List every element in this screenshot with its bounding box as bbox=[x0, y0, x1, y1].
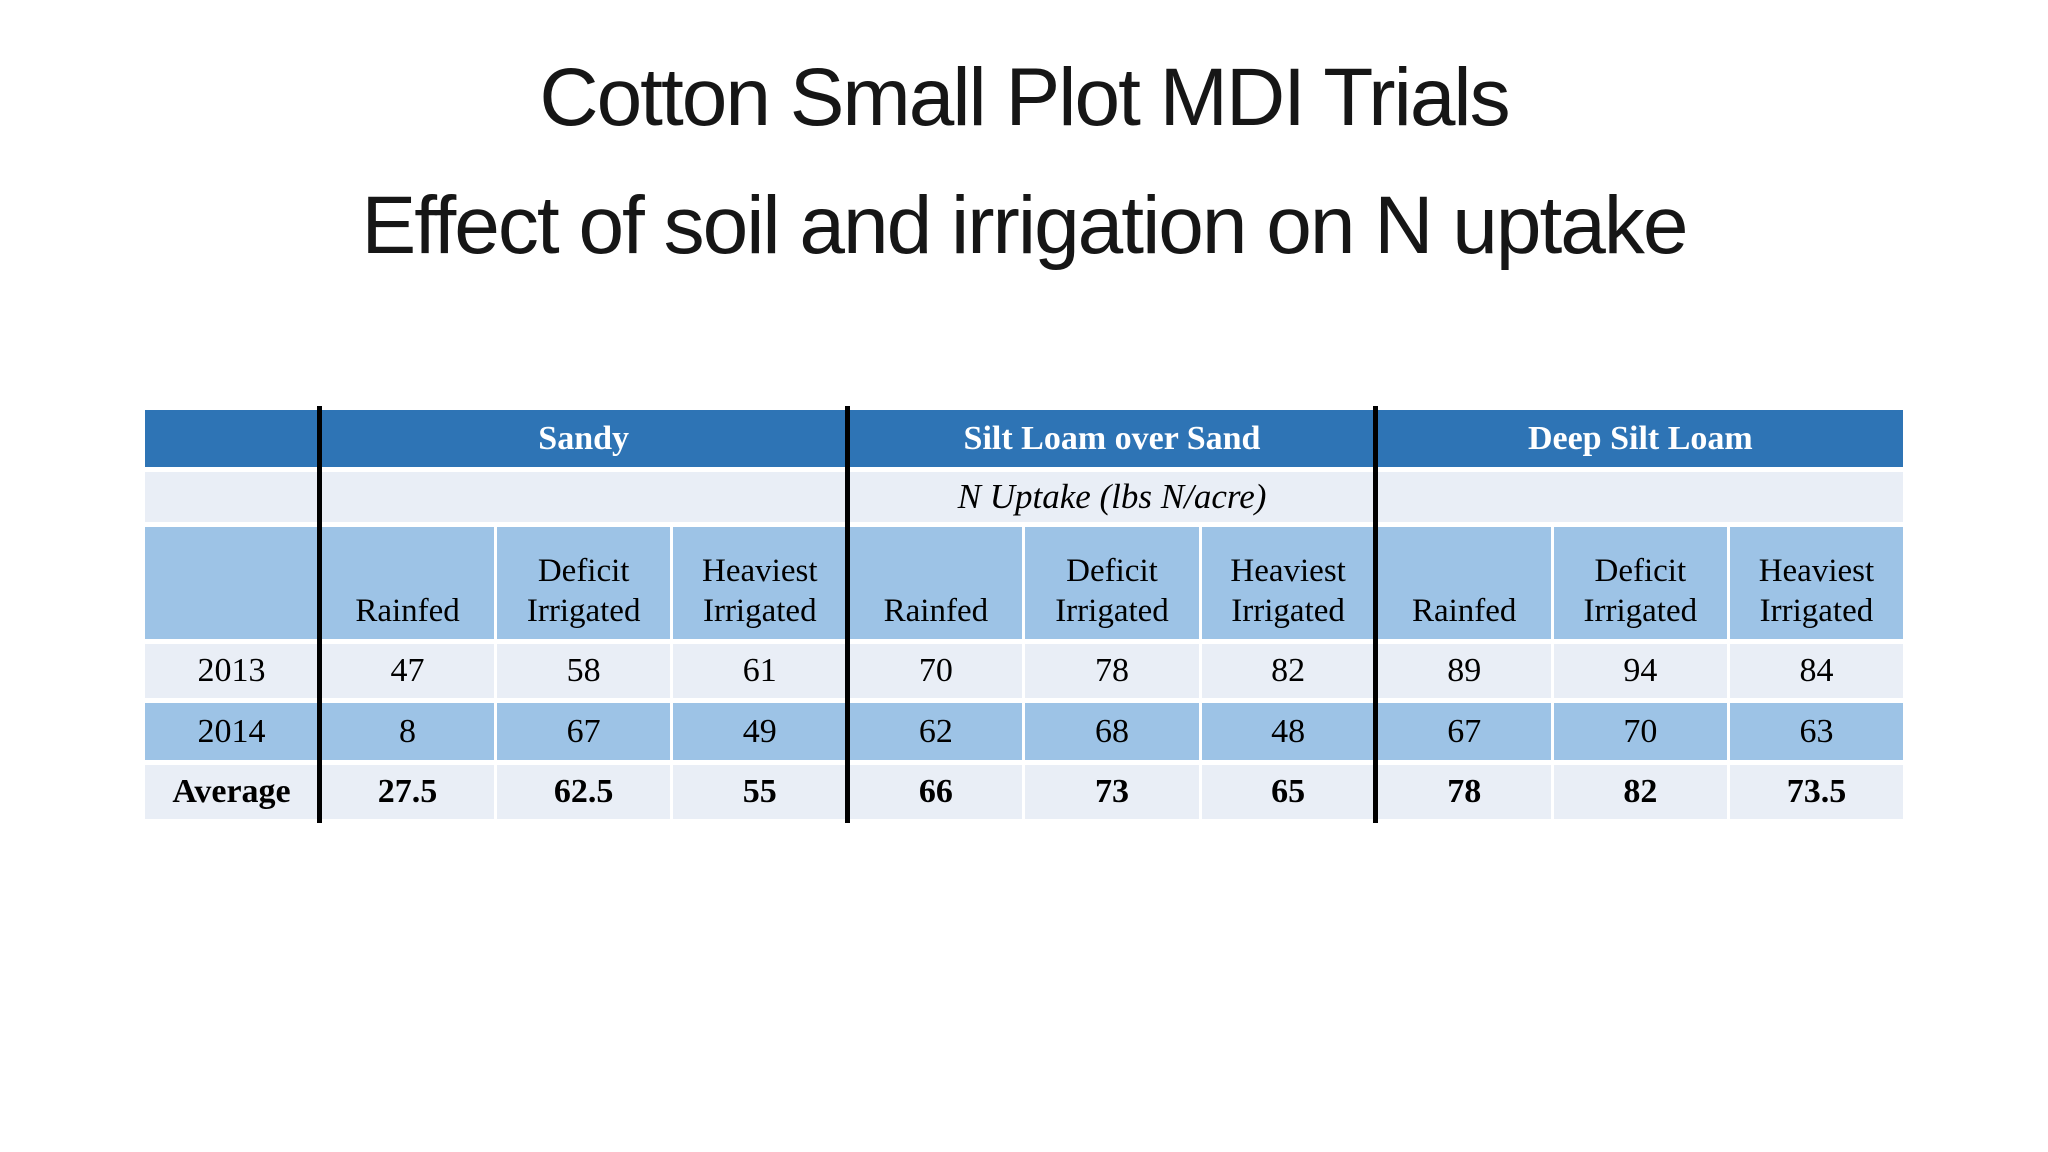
data-cell: 89 bbox=[1377, 644, 1551, 698]
label-column-divider-line bbox=[317, 406, 322, 823]
title-line-2: Effect of soil and irrigation on N uptak… bbox=[361, 180, 1689, 271]
col-header-heaviest-irrigated: Heaviest Irrigated bbox=[1201, 527, 1375, 639]
data-cell: 78 bbox=[1377, 765, 1551, 819]
table-empty-cell bbox=[145, 472, 318, 522]
col-header-rainfed: Rainfed bbox=[321, 527, 495, 639]
row-label-average: Average bbox=[145, 765, 318, 819]
soil-group-header-deep-silt-loam: Deep Silt Loam bbox=[1377, 410, 1903, 467]
n-uptake-table: Sandy Silt Loam over Sand Deep Silt Loam… bbox=[145, 406, 1903, 823]
slide-title: Cotton Small Plot MDI Trials Effect of s… bbox=[0, 34, 2048, 290]
data-cell: 94 bbox=[1553, 644, 1727, 698]
col-header-rainfed: Rainfed bbox=[849, 527, 1023, 639]
col-header-heaviest-irrigated: Heaviest Irrigated bbox=[673, 527, 847, 639]
col-header-rainfed: Rainfed bbox=[1377, 527, 1551, 639]
table-empty-cell bbox=[145, 527, 318, 639]
units-subheader: N Uptake (lbs N/acre) bbox=[321, 472, 1903, 522]
data-cell: 70 bbox=[849, 644, 1023, 698]
data-cell: 73 bbox=[1025, 765, 1199, 819]
data-cell: 84 bbox=[1729, 644, 1903, 698]
data-cell: 78 bbox=[1025, 644, 1199, 698]
col-header-deficit-irrigated: Deficit Irrigated bbox=[497, 527, 671, 639]
data-cell: 73.5 bbox=[1729, 765, 1903, 819]
table-corner-cell bbox=[145, 410, 318, 467]
data-cell: 82 bbox=[1201, 644, 1375, 698]
row-label-2013: 2013 bbox=[145, 644, 318, 698]
data-cell: 49 bbox=[673, 703, 847, 760]
soil-group-header-silt-loam-over-sand: Silt Loam over Sand bbox=[849, 410, 1375, 467]
data-cell: 8 bbox=[321, 703, 495, 760]
data-cell: 68 bbox=[1025, 703, 1199, 760]
data-cell: 58 bbox=[497, 644, 671, 698]
data-cell: 63 bbox=[1729, 703, 1903, 760]
col-header-deficit-irrigated: Deficit Irrigated bbox=[1025, 527, 1199, 639]
group-divider-line-siltloam-deepsilt bbox=[1373, 406, 1378, 823]
data-cell: 66 bbox=[849, 765, 1023, 819]
data-cell: 27.5 bbox=[321, 765, 495, 819]
data-cell: 67 bbox=[1377, 703, 1551, 760]
table-grid: Sandy Silt Loam over Sand Deep Silt Loam… bbox=[145, 410, 1903, 819]
data-cell: 48 bbox=[1201, 703, 1375, 760]
data-cell: 65 bbox=[1201, 765, 1375, 819]
row-label-2014: 2014 bbox=[145, 703, 318, 760]
data-cell: 55 bbox=[673, 765, 847, 819]
data-cell: 62 bbox=[849, 703, 1023, 760]
title-line-1: Cotton Small Plot MDI Trials bbox=[539, 52, 1510, 143]
data-cell: 62.5 bbox=[497, 765, 671, 819]
data-cell: 82 bbox=[1553, 765, 1727, 819]
group-divider-line-sandy-siltloam bbox=[845, 406, 850, 823]
col-header-heaviest-irrigated: Heaviest Irrigated bbox=[1729, 527, 1903, 639]
data-cell: 67 bbox=[497, 703, 671, 760]
data-cell: 70 bbox=[1553, 703, 1727, 760]
soil-group-header-sandy: Sandy bbox=[321, 410, 847, 467]
data-cell: 47 bbox=[321, 644, 495, 698]
col-header-deficit-irrigated: Deficit Irrigated bbox=[1553, 527, 1727, 639]
data-cell: 61 bbox=[673, 644, 847, 698]
